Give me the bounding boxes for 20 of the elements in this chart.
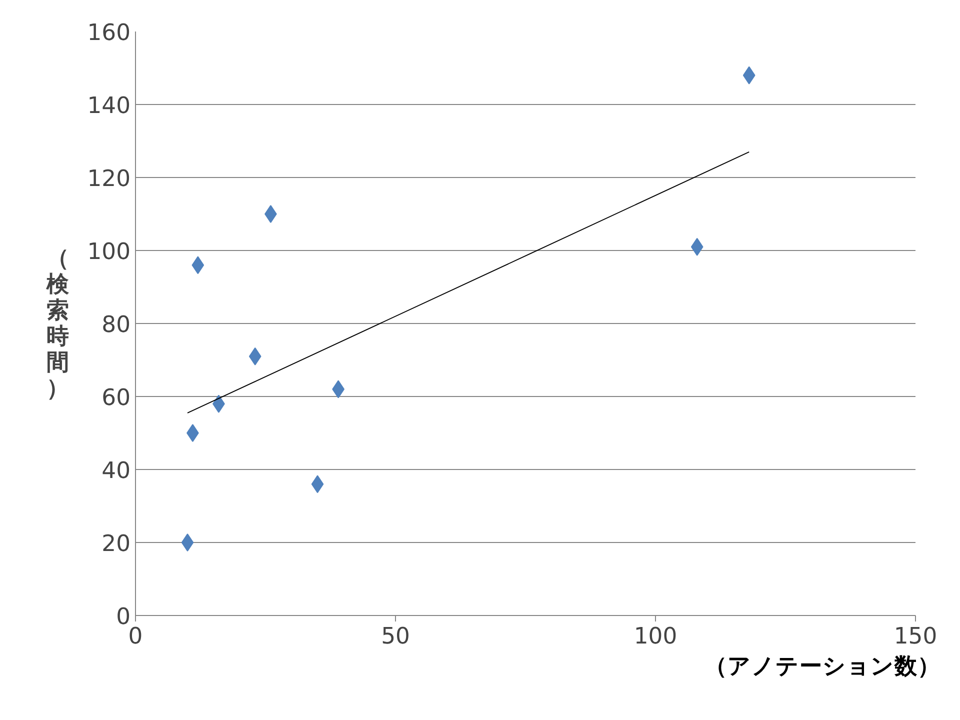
x-tick-label: 150 <box>894 624 938 650</box>
y-axis-title: （検索時間） <box>45 246 70 402</box>
y-tick-label: 80 <box>102 312 131 338</box>
y-tick-label: 160 <box>87 20 131 46</box>
y-tick-label: 120 <box>87 166 131 192</box>
point <box>248 347 262 366</box>
y-tick-label: 140 <box>87 93 131 119</box>
y-tick-label: 60 <box>102 385 131 411</box>
point <box>742 66 756 84</box>
y-tick-label: 40 <box>102 458 131 484</box>
y-tick-label: 100 <box>87 239 131 265</box>
y-tick-label: 0 <box>116 604 131 630</box>
point <box>181 534 194 552</box>
x-tick-label: 100 <box>634 624 678 650</box>
point <box>690 238 704 256</box>
y-tick-label: 20 <box>102 531 131 557</box>
x-axis-title: （アノテーション数） <box>704 654 940 680</box>
point <box>311 475 324 494</box>
x-tick-label: 50 <box>381 624 410 650</box>
point <box>192 256 204 274</box>
